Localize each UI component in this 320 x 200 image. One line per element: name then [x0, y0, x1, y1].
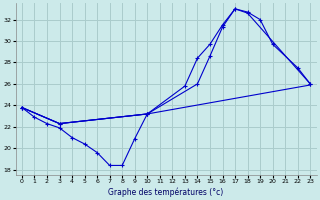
X-axis label: Graphe des températures (°c): Graphe des températures (°c) [108, 187, 224, 197]
